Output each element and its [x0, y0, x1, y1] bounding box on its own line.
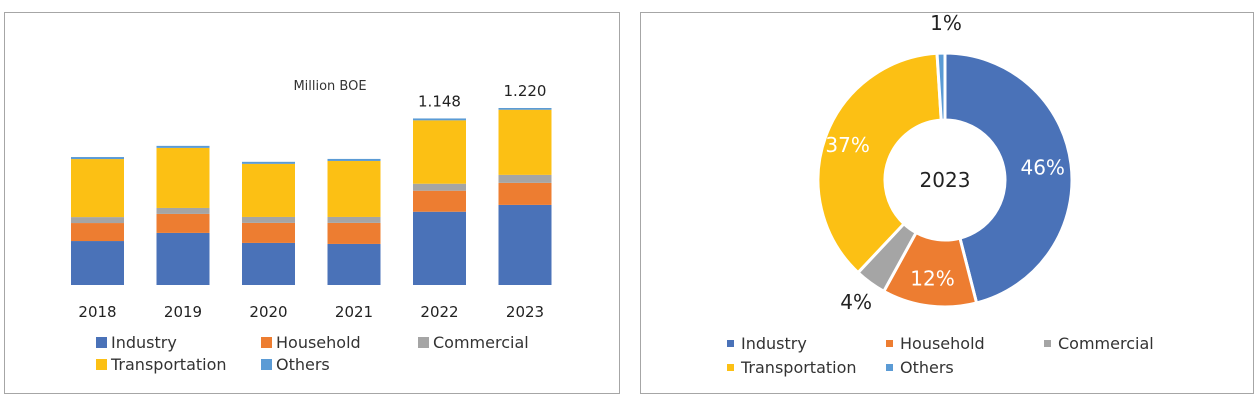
legend-item-commercial: Commercial: [418, 333, 529, 352]
legend-item-others: Others: [261, 355, 330, 374]
legend-label: Industry: [741, 334, 807, 353]
slice-label-commercial: 4%: [840, 290, 872, 314]
x-tick-label: 2018: [78, 303, 116, 321]
legend-item-commercial: Commercial: [1044, 334, 1154, 353]
donut-slice-industry: [943, 51, 1074, 305]
legend-label: Industry: [111, 333, 177, 352]
bar-segment-others-2019: [156, 145, 210, 148]
data-label-total: 1.220: [504, 82, 547, 100]
legend-item-transportation: Transportation: [727, 358, 857, 377]
bar-segment-commercial-2022: [413, 183, 466, 191]
bar-segment-others-2018: [71, 157, 124, 160]
bar-segment-household-2021: [327, 222, 381, 244]
bar-segment-industry-2019: [156, 232, 210, 285]
donut-center-label: 2023: [920, 168, 971, 192]
legend-swatch: [886, 364, 893, 371]
donut-slice-transportation: [816, 51, 943, 275]
bar-segment-others-2023: [498, 108, 552, 110]
bar-segment-commercial-2018: [71, 217, 124, 224]
stacked-bar-chart: Million BOE 2018 2019 2020 2021 2022 1.148 2023…: [71, 79, 552, 321]
legend-label: Others: [900, 358, 954, 377]
x-tick-label: 2021: [335, 303, 373, 321]
legend-label: Household: [900, 334, 985, 353]
slice-label-others: 1%: [930, 13, 962, 35]
legend-label: Transportation: [111, 355, 227, 374]
data-label-total: 1.148: [418, 92, 461, 110]
bar-segment-household-2019: [156, 213, 210, 233]
x-tick-label: 2022: [420, 303, 458, 321]
legend-swatch: [261, 359, 272, 370]
slice-label-industry: 46%: [1020, 156, 1064, 180]
bar-segment-transportation-2018: [71, 159, 124, 218]
bar-segment-household-2018: [71, 223, 124, 242]
legend-item-household: Household: [261, 333, 361, 352]
bar-segment-industry-2022: [413, 211, 466, 285]
legend-swatch: [96, 359, 107, 370]
donut-chart-panel: 46% 12% 4% 37% 1% 2023 Industry Household Com…: [640, 12, 1254, 394]
legend-swatch: [727, 340, 734, 347]
donut-slice-others: [935, 51, 947, 122]
bar-segment-commercial-2019: [156, 207, 210, 214]
bar-segment-industry-2018: [71, 241, 124, 285]
donut-chart: 46% 12% 4% 37% 1% 2023: [816, 13, 1074, 314]
bar-segment-transportation-2020: [242, 163, 295, 217]
legend-swatch: [261, 337, 272, 348]
bar-segment-transportation-2023: [498, 109, 552, 175]
bar-segment-others-2021: [327, 158, 381, 161]
bar-segment-transportation-2019: [156, 147, 210, 208]
legend-item-industry: Industry: [727, 334, 807, 353]
legend-label: Transportation: [741, 358, 857, 377]
legend-item-household: Household: [886, 334, 985, 353]
slice-label-transportation: 37%: [825, 133, 869, 157]
bar-segment-industry-2023: [498, 204, 552, 285]
slice-label-household: 12%: [910, 267, 954, 291]
bar-segment-others-2022: [413, 118, 466, 121]
legend-swatch: [886, 340, 893, 347]
legend-label: Commercial: [433, 333, 529, 352]
bar-segment-household-2022: [413, 190, 466, 212]
legend-item-industry: Industry: [96, 333, 177, 352]
bar-segment-commercial-2023: [498, 174, 552, 183]
bar-chart-panel: Million BOE 2018 2019 2020 2021 2022 1.148 2023…: [4, 12, 620, 394]
unit-annotation: Million BOE: [293, 79, 366, 94]
legend-label: Commercial: [1058, 334, 1154, 353]
legend-swatch: [1044, 340, 1051, 347]
x-tick-label: 2023: [506, 303, 544, 321]
legend-item-others: Others: [886, 358, 954, 377]
bar-segment-industry-2020: [242, 242, 295, 285]
legend-label: Others: [276, 355, 330, 374]
bar-segment-transportation-2022: [413, 120, 466, 184]
bar-segment-industry-2021: [327, 243, 381, 285]
bar-segment-household-2020: [242, 222, 295, 243]
bar-segment-household-2023: [498, 182, 552, 205]
legend-swatch: [727, 364, 734, 371]
bar-segment-commercial-2021: [327, 216, 381, 223]
legend-swatch: [418, 337, 429, 348]
x-tick-label: 2020: [249, 303, 287, 321]
bar-segment-others-2020: [242, 161, 295, 164]
bar-segment-transportation-2021: [327, 160, 381, 217]
legend-label: Household: [276, 333, 361, 352]
legend-swatch: [96, 337, 107, 348]
legend-item-transportation: Transportation: [96, 355, 227, 374]
x-tick-label: 2019: [164, 303, 202, 321]
bar-segment-commercial-2020: [242, 216, 295, 223]
